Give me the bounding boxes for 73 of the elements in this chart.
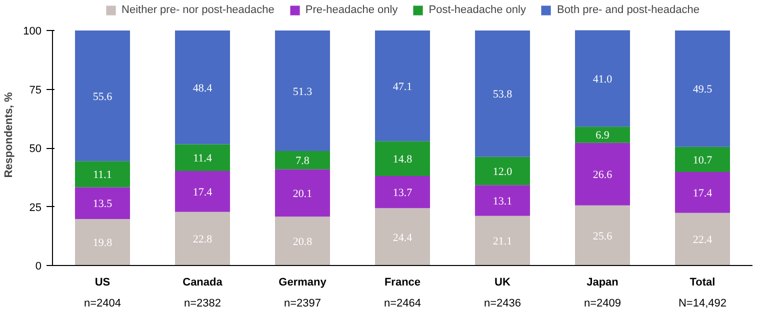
bar	[675, 30, 730, 147]
bar	[75, 218, 130, 266]
y-tick-label: 100	[23, 26, 42, 38]
data-label: 10.7	[692, 154, 713, 166]
bar	[675, 172, 730, 213]
data-label: 48.4	[192, 82, 213, 94]
y-tick-label: 0	[35, 260, 42, 272]
data-label: 21.1	[492, 236, 512, 248]
data-label: 24.4	[392, 232, 413, 244]
data-label: 12.0	[492, 166, 513, 178]
bar	[675, 212, 730, 266]
bar	[275, 30, 330, 152]
category-label: Canada n=2382	[182, 276, 222, 310]
data-label: 55.6	[92, 90, 113, 103]
category-label: US n=2404	[84, 276, 122, 310]
y-tick-label: 25	[29, 202, 42, 214]
data-label: 53.8	[492, 88, 513, 101]
bar	[475, 185, 530, 216]
y-tick-label: 75	[29, 84, 42, 96]
bar	[375, 208, 430, 266]
bar	[275, 151, 330, 170]
bar	[575, 142, 630, 206]
data-label: 14.8	[392, 154, 413, 166]
category-label: UK n=2436	[484, 276, 522, 310]
data-label: 11.1	[93, 169, 112, 182]
bar	[475, 156, 530, 186]
data-label: 20.1	[292, 188, 312, 200]
data-label: 13.7	[392, 187, 413, 200]
data-label: 41.0	[592, 73, 613, 86]
data-label: 17.4	[192, 186, 213, 198]
y-tick-label: 50	[29, 143, 42, 155]
legend-label: Both pre- and post-headache	[556, 4, 700, 16]
data-label: 22.4	[692, 234, 713, 246]
bar	[175, 171, 230, 212]
legend-label: Post-headache only	[428, 4, 526, 16]
data-label: 11.4	[193, 152, 212, 165]
data-label: 19.8	[92, 237, 113, 250]
category-label: France n=2464	[384, 276, 422, 310]
category-label: Total N=14,492	[678, 276, 727, 310]
category-label: Japan n=2409	[584, 276, 622, 310]
bar	[175, 144, 230, 172]
bar	[75, 30, 130, 162]
bar	[375, 141, 430, 176]
bar	[575, 205, 630, 266]
data-label: 51.3	[292, 86, 313, 98]
bar	[275, 216, 330, 266]
data-label: 20.8	[292, 236, 313, 248]
y-axis-title: Respondents, %	[3, 92, 16, 178]
bar	[575, 30, 630, 127]
data-label: 13.5	[92, 198, 113, 210]
data-label: 49.5	[692, 84, 713, 96]
data-label: 25.6	[592, 230, 613, 242]
bar	[375, 176, 430, 208]
bar	[75, 161, 130, 188]
bar	[475, 216, 530, 266]
bar	[675, 146, 730, 172]
data-label: 17.4	[692, 187, 713, 200]
bar	[575, 126, 630, 143]
legend-label: Pre-headache only	[305, 4, 398, 16]
bar	[75, 187, 130, 219]
data-label: 13.1	[492, 196, 512, 208]
data-label: 22.8	[192, 234, 213, 246]
data-label: 26.6	[592, 169, 613, 182]
bar	[475, 30, 530, 157]
bar	[175, 212, 230, 266]
data-label: 6.9	[596, 130, 610, 142]
data-label: 7.8	[296, 155, 310, 168]
bar	[375, 30, 430, 142]
data-label: 47.1	[392, 80, 412, 93]
bar	[175, 30, 230, 144]
category-label: Germany n=2397	[278, 276, 326, 310]
legend-label: Neither pre- nor post-headache	[122, 4, 274, 16]
bar	[275, 169, 330, 217]
